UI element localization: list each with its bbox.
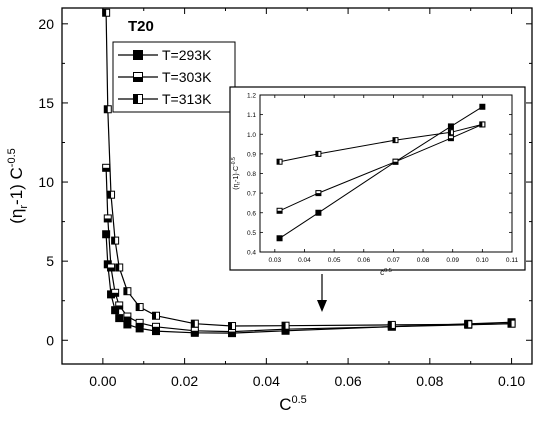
- data-point: [115, 263, 124, 272]
- main-plot-frame: [61, 7, 533, 365]
- chart-title: T20: [128, 18, 154, 35]
- legend-marker: [133, 94, 143, 104]
- inset-data-point: [315, 150, 322, 157]
- inset-y-tick-label: 0.6: [247, 210, 256, 217]
- data-point: [190, 326, 199, 335]
- legend-marker: [133, 50, 143, 60]
- data-point: [111, 306, 120, 315]
- inset-data-point: [276, 158, 283, 165]
- data-point: [111, 236, 120, 245]
- data-point: [152, 322, 160, 331]
- main-plot: 0.00 0.02 0.04 0.06 0.08 0.10 0 5 10 15 20 C0.5 (ηr-…: [6, 7, 533, 414]
- inset-y-tick-label: 0.5: [247, 230, 256, 237]
- x-tick-label: 0.10: [498, 373, 525, 389]
- inset-data-point: [315, 190, 322, 197]
- main-series-group: [102, 8, 516, 338]
- inset-x-tick-label: 0.10: [476, 257, 489, 264]
- inset-x-tick-label: 0.07: [387, 257, 400, 264]
- legend-label: T=293K: [162, 47, 212, 63]
- inset-x-tick-label: 0.08: [417, 257, 430, 264]
- x-tick-label: 0.06: [334, 373, 361, 389]
- data-point: [102, 230, 111, 239]
- y-tick-label: 20: [38, 16, 54, 32]
- inset-y-tick-label: 0.9: [247, 151, 256, 158]
- inset-data-point: [315, 209, 322, 216]
- data-point: [123, 287, 132, 296]
- x-axis-label: C0.5: [279, 394, 307, 414]
- y-tick-label: 10: [38, 174, 54, 190]
- data-point: [115, 301, 124, 310]
- inset-y-tick-label: 1.2: [247, 93, 256, 100]
- inset-x-tick-label: 0.05: [328, 257, 341, 264]
- inset-x-axis-label: c0.5: [380, 268, 392, 277]
- data-point: [107, 190, 116, 199]
- inset-y-axis-label: (ηr-1)·C-0.5: [231, 157, 242, 190]
- data-point: [387, 320, 396, 329]
- data-point: [135, 318, 144, 327]
- data-point: [102, 163, 111, 172]
- x-tick-label: 0.00: [89, 373, 116, 389]
- inset-data-point: [276, 207, 283, 214]
- inset-y-tick-label: 1.1: [247, 112, 256, 119]
- data-point: [123, 320, 132, 329]
- inset-data-point: [276, 235, 283, 242]
- annotations: [317, 274, 327, 312]
- x-tick-label: 0.04: [253, 373, 280, 389]
- inset-y-tick-label: 1.0: [247, 132, 256, 139]
- y-tick-label: 15: [38, 95, 54, 111]
- data-point: [103, 105, 112, 114]
- inset-data-point: [447, 129, 454, 136]
- data-point: [103, 214, 112, 223]
- x-tick-label: 0.08: [416, 373, 443, 389]
- inset-frame: [229, 86, 526, 271]
- data-point: [135, 303, 144, 312]
- inset-data-point: [447, 123, 454, 130]
- series-line-3: [105, 12, 512, 327]
- inset-x-tick-label: 0.09: [446, 257, 459, 264]
- data-point: [107, 263, 116, 272]
- data-point: [152, 311, 160, 320]
- y-axis-label: (ηr-1) C-0.5: [6, 148, 30, 224]
- inset-x-tick-label: 0.03: [268, 257, 281, 264]
- data-point: [111, 288, 120, 297]
- data-point: [281, 321, 290, 330]
- legend-label: T=313K: [162, 91, 212, 107]
- inset-data-point: [479, 103, 486, 110]
- inset-plot: 0.03 0.04 0.05 0.06 0.07 0.08 0.09 0.10 0.11 0.4 0…: [229, 86, 526, 277]
- inset-data-point: [447, 135, 454, 142]
- inset-x-tick-label: 0.04: [298, 257, 311, 264]
- y-tick-label: 5: [46, 253, 54, 269]
- series-line-2: [105, 167, 512, 333]
- inset-data-point: [392, 158, 399, 165]
- data-point: [123, 312, 132, 321]
- inset-x-tick-label: 0.06: [357, 257, 370, 264]
- inset-data-point: [479, 121, 486, 128]
- data-point: [115, 314, 124, 323]
- inset-data-point: [392, 137, 399, 144]
- inset-y-tick-label: 0.4: [247, 250, 256, 257]
- inset-y-tick-label: 0.8: [247, 171, 256, 178]
- inset-x-tick-label: 0.11: [506, 257, 519, 264]
- legend: T=293K T=303K T=313K: [112, 41, 236, 113]
- x-tick-label: 0.02: [171, 373, 198, 389]
- data-point: [190, 319, 199, 328]
- data-point: [102, 8, 111, 17]
- data-point: [228, 322, 237, 331]
- y-tick-label: 0: [46, 332, 54, 348]
- data-point: [464, 320, 473, 329]
- legend-label: T=303K: [162, 69, 212, 85]
- inset-y-tick-label: 0.7: [247, 191, 256, 198]
- legend-marker: [133, 72, 143, 82]
- data-point: [507, 319, 516, 328]
- annotation-arrow-head: [317, 300, 327, 312]
